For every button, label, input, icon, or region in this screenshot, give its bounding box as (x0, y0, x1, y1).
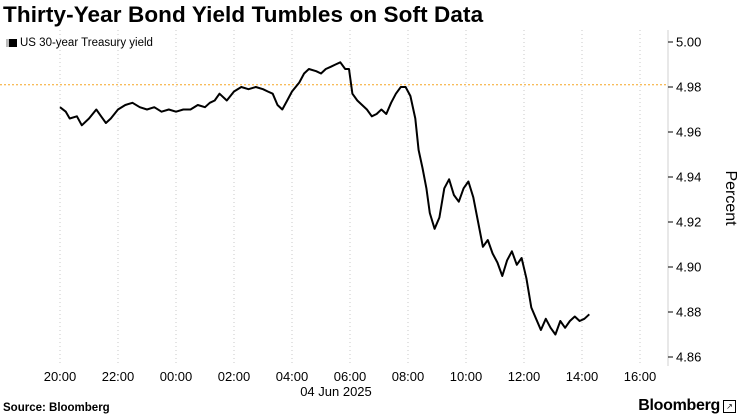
legend-label: US 30-year Treasury yield (20, 37, 153, 49)
y-tick-label-7: 4.86 (676, 350, 701, 365)
x-tick-label-0: 20:00 (44, 369, 77, 384)
x-axis-date-label: 04 Jun 2025 (300, 384, 372, 399)
x-tick-label-10: 16:00 (624, 369, 657, 384)
legend-swatch (9, 39, 17, 47)
series-line-us-30-year-yield (59, 61, 590, 336)
x-tick-label-1: 22:00 (102, 369, 135, 384)
x-tick-label-4: 04:00 (276, 369, 309, 384)
y-tick-label-4: 4.92 (676, 215, 701, 230)
y-tick-label-0: 5.00 (676, 35, 701, 50)
x-tick-label-9: 14:00 (566, 369, 599, 384)
y-tick-label-1: 4.98 (676, 80, 701, 95)
x-tick-label-3: 02:00 (218, 369, 251, 384)
x-tick-label-6: 08:00 (392, 369, 425, 384)
bloomberg-logo: Bloomberg (638, 397, 720, 414)
chart-title: Thirty-Year Bond Yield Tumbles on Soft D… (3, 2, 484, 27)
x-axis: 20:00 22:00 00:00 02:00 04:00 06:00 08:00 10:00… (44, 369, 657, 384)
gridlines (59, 30, 641, 366)
source-note: Source: Bloomberg (3, 402, 110, 414)
y-tick-label-2: 4.96 (676, 125, 701, 140)
y-tick-label-6: 4.88 (676, 305, 701, 320)
x-tick-label-2: 00:00 (160, 369, 193, 384)
y-tick-label-5: 4.90 (676, 260, 701, 275)
y-axis-label: Percent (722, 170, 739, 226)
x-tick-label-7: 10:00 (450, 369, 483, 384)
y-tick-label-3: 4.94 (676, 170, 701, 185)
x-tick-label-5: 06:00 (334, 369, 367, 384)
legend: US 30-year Treasury yield (5, 37, 153, 49)
x-tick-label-8: 12:00 (508, 369, 541, 384)
y-axis: 5.00 4.98 4.96 4.94 4.92 4.90 4.88 4.86 (668, 35, 701, 365)
expand-icon[interactable]: ↗ (723, 400, 736, 413)
